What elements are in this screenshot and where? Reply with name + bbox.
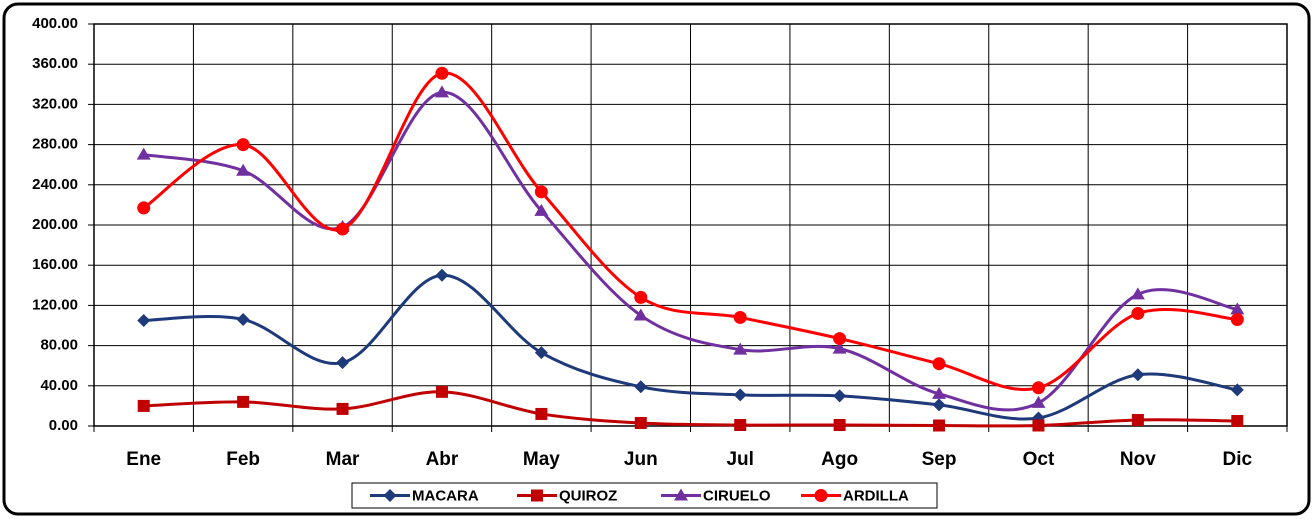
data-point <box>1131 413 1144 426</box>
data-point <box>236 138 250 152</box>
data-point <box>1231 414 1244 427</box>
y-tick-label: 80.00 <box>40 337 78 354</box>
data-point <box>634 290 648 304</box>
y-tick-label: 160.00 <box>32 256 78 273</box>
data-point <box>1131 368 1145 382</box>
data-point <box>1031 395 1046 408</box>
data-point <box>1032 419 1045 432</box>
x-tick-label: Mar <box>326 449 360 470</box>
legend <box>351 482 938 509</box>
data-point <box>236 312 250 326</box>
data-point <box>336 356 350 370</box>
x-tick-label: Feb <box>226 449 260 470</box>
data-point <box>733 388 747 402</box>
data-point <box>932 386 947 399</box>
x-tick-label: Dic <box>1223 449 1253 470</box>
x-tick-label: Ago <box>821 449 858 470</box>
y-tick-label: 320.00 <box>32 95 78 112</box>
y-tick-label: 200.00 <box>32 216 78 233</box>
data-point <box>237 395 250 408</box>
legend-marker <box>383 489 397 502</box>
y-tick-label: 400.00 <box>32 15 78 32</box>
x-tick-label: Ene <box>126 449 161 470</box>
y-tick-label: 0.00 <box>49 417 78 434</box>
y-tick-label: 240.00 <box>32 176 78 193</box>
data-point <box>833 418 846 431</box>
data-point <box>733 342 748 355</box>
data-point <box>1230 302 1245 315</box>
data-point <box>336 222 350 236</box>
legend-label: MACARA <box>412 487 479 504</box>
data-point <box>136 147 151 160</box>
data-point <box>734 418 747 431</box>
data-point <box>435 66 449 80</box>
x-tick-label: Nov <box>1120 449 1156 470</box>
data-point <box>236 163 251 176</box>
data-point <box>833 389 847 403</box>
x-tick-label: Sep <box>922 449 957 470</box>
y-tick-label: 40.00 <box>40 377 78 394</box>
y-tick-label: 280.00 <box>32 136 78 153</box>
data-point <box>633 308 648 321</box>
legend-marker <box>674 488 688 501</box>
data-point <box>933 419 946 432</box>
data-point <box>932 398 946 412</box>
data-point <box>1031 381 1045 395</box>
data-point <box>634 380 648 394</box>
data-point <box>435 385 448 398</box>
x-tick-label: Jun <box>624 449 658 470</box>
data-point <box>832 341 847 354</box>
data-point <box>1130 287 1145 300</box>
data-point <box>434 85 449 98</box>
data-point <box>435 268 449 282</box>
data-point <box>634 416 647 429</box>
x-tick-label: Jul <box>726 449 753 470</box>
x-tick-label: May <box>523 449 560 470</box>
data-point <box>137 313 151 327</box>
legend-label: CIRUELO <box>703 487 771 504</box>
series-line <box>143 273 1238 421</box>
legend-label: QUIROZ <box>559 487 617 504</box>
data-point <box>833 332 847 346</box>
data-point <box>1131 306 1145 320</box>
data-point <box>1230 383 1244 397</box>
y-tick-label: 360.00 <box>32 55 78 72</box>
data-point <box>336 402 349 415</box>
data-point <box>535 407 548 420</box>
data-point <box>534 185 548 199</box>
x-tick-label: Abr <box>426 449 459 470</box>
data-point <box>534 346 548 360</box>
data-point <box>1230 312 1244 326</box>
x-tick-label: Oct <box>1023 449 1055 470</box>
legend-marker <box>531 489 543 502</box>
legend-marker <box>814 489 828 502</box>
data-point <box>137 201 151 215</box>
data-point <box>932 357 946 371</box>
data-point <box>733 310 747 324</box>
y-tick-label: 120.00 <box>32 296 78 313</box>
data-point <box>137 399 150 412</box>
data-point <box>534 203 549 216</box>
legend-label: ARDILLA <box>843 487 909 504</box>
